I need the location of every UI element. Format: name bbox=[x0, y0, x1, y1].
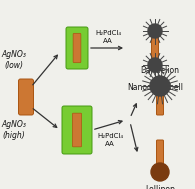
FancyBboxPatch shape bbox=[72, 113, 82, 147]
FancyBboxPatch shape bbox=[66, 27, 88, 69]
Circle shape bbox=[148, 24, 162, 38]
Text: AgNO₃
(high): AgNO₃ (high) bbox=[2, 120, 27, 140]
FancyBboxPatch shape bbox=[19, 79, 34, 115]
Text: H₂PdCl₄
AA: H₂PdCl₄ AA bbox=[97, 133, 123, 147]
FancyBboxPatch shape bbox=[62, 106, 92, 154]
FancyBboxPatch shape bbox=[73, 33, 81, 63]
Circle shape bbox=[151, 163, 169, 181]
Text: AgNO₃
(low): AgNO₃ (low) bbox=[2, 50, 27, 70]
FancyBboxPatch shape bbox=[152, 30, 159, 66]
FancyBboxPatch shape bbox=[157, 85, 163, 115]
Text: Lollipop: Lollipop bbox=[145, 185, 175, 189]
Text: H₂PdCl₄
AA: H₂PdCl₄ AA bbox=[95, 30, 121, 44]
Circle shape bbox=[150, 76, 170, 96]
FancyBboxPatch shape bbox=[157, 140, 163, 164]
Circle shape bbox=[148, 58, 162, 72]
Text: Nanodumbbell: Nanodumbbell bbox=[127, 83, 183, 92]
Text: Dandelion: Dandelion bbox=[141, 66, 180, 75]
